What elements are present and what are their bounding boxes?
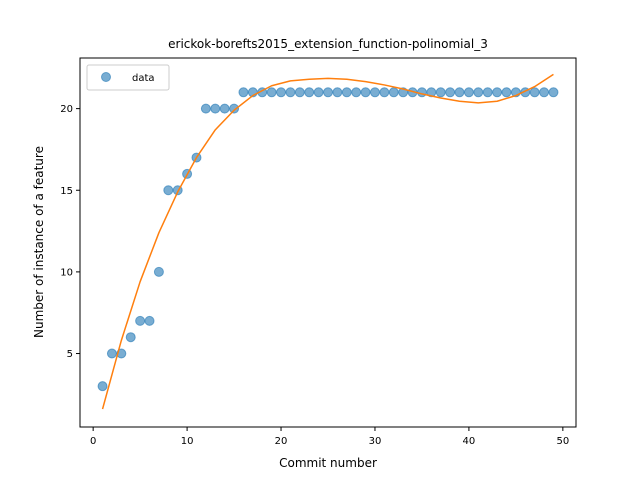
data-point <box>388 87 399 98</box>
chart-title: erickok-borefts2015_extension_function-p… <box>168 37 488 51</box>
data-point <box>473 87 484 98</box>
data-point <box>548 87 559 98</box>
data-point <box>435 87 446 98</box>
axes-frame <box>79 57 577 428</box>
data-point <box>200 103 211 114</box>
data-point <box>219 103 230 114</box>
data-point <box>454 87 465 98</box>
data-point <box>539 87 550 98</box>
data-point <box>125 332 136 343</box>
data-point <box>210 103 221 114</box>
data-point <box>238 87 249 98</box>
data-point <box>266 87 277 98</box>
data-point <box>416 87 427 98</box>
x-tick-label: 10 <box>181 436 194 447</box>
data-point <box>304 87 315 98</box>
data-point <box>369 87 380 98</box>
x-tick-label: 30 <box>369 436 382 447</box>
data-point <box>153 266 164 277</box>
data-point <box>492 87 503 98</box>
y-tick-label: 15 <box>60 186 73 197</box>
x-tick-label: 40 <box>463 436 476 447</box>
data-point <box>285 87 296 98</box>
legend: data <box>86 64 170 91</box>
data-point <box>276 87 287 98</box>
x-axis-label: Commit number <box>279 456 377 470</box>
data-point <box>360 87 371 98</box>
y-tick-label: 5 <box>67 349 73 360</box>
data-point <box>463 87 474 98</box>
data-point <box>445 87 456 98</box>
data-point <box>501 87 512 98</box>
y-tick-label: 10 <box>60 267 73 278</box>
data-point <box>106 348 117 359</box>
data-point <box>332 87 343 98</box>
legend-box <box>86 64 170 91</box>
legend-label-data: data <box>132 73 155 84</box>
plot-area <box>97 73 559 410</box>
polynomial-fit-line <box>101 73 554 410</box>
data-point <box>144 315 155 326</box>
data-point <box>313 87 324 98</box>
data-point <box>529 87 540 98</box>
data-point <box>163 185 174 196</box>
data-point <box>379 87 390 98</box>
y-tick-label: 20 <box>60 104 73 115</box>
x-tick-label: 0 <box>90 436 96 447</box>
data-point <box>229 103 240 114</box>
data-point <box>294 87 305 98</box>
x-tick-label: 50 <box>556 436 569 447</box>
x-axis: 0 10 20 30 40 50 <box>90 427 569 447</box>
x-tick-label: 20 <box>275 436 288 447</box>
y-axis-label: Number of instance of a feature <box>32 146 46 338</box>
data-point <box>351 87 362 98</box>
data-point <box>97 381 108 392</box>
data-point <box>323 87 333 98</box>
data-point <box>135 315 146 326</box>
legend-marker-data <box>101 72 111 82</box>
y-axis: 5 10 15 20 <box>60 104 80 360</box>
data-point <box>341 87 352 98</box>
data-point <box>482 87 493 98</box>
